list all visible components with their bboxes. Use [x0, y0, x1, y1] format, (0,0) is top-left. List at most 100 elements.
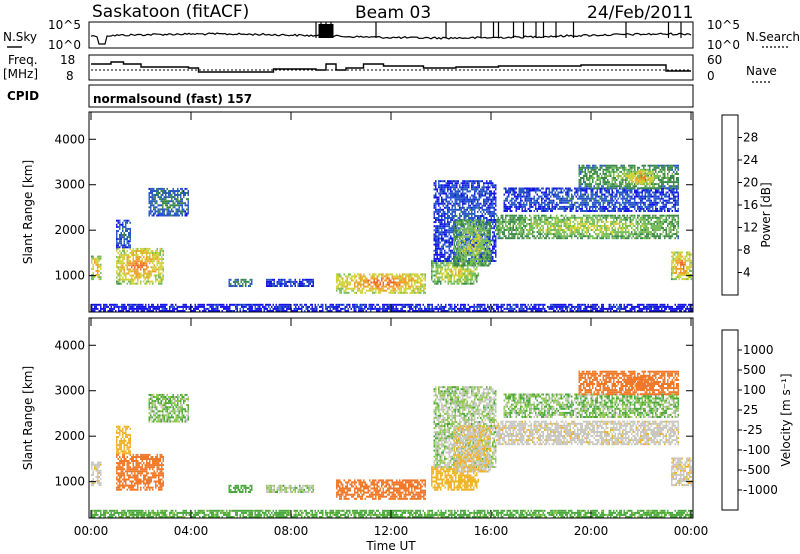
power-cell [149, 280, 151, 283]
power-cell [646, 227, 648, 229]
power-cell [515, 233, 517, 236]
power-cell [477, 202, 479, 205]
power-cell [402, 291, 404, 294]
power-cell [499, 235, 501, 238]
power-cell [586, 203, 588, 206]
power-cell [677, 237, 679, 240]
power-cell [451, 186, 453, 189]
power-cell [529, 189, 531, 192]
power-cell [438, 198, 440, 201]
power-cell [125, 276, 127, 279]
power-cell [518, 227, 520, 229]
power-cell [162, 274, 164, 277]
power-cell [432, 262, 434, 265]
power-cell [581, 201, 583, 204]
power-cell [373, 275, 375, 278]
power-cell [439, 231, 441, 234]
power-cell [482, 221, 484, 224]
power-cell [393, 283, 395, 286]
power-cell [160, 212, 162, 215]
power-cell [586, 233, 588, 236]
power-cell [601, 195, 603, 198]
power-cell [461, 244, 463, 246]
power-cell [533, 231, 535, 234]
power-cell [602, 220, 604, 223]
power-cell [436, 239, 438, 242]
power-cell [464, 272, 466, 275]
power-cell [623, 235, 625, 238]
power-cell [480, 229, 482, 232]
power-cell [460, 200, 462, 203]
power-cell [539, 216, 541, 219]
power-cell [542, 201, 544, 204]
power-cell [474, 241, 476, 244]
power-cell [166, 200, 168, 203]
power-cell [439, 225, 441, 228]
power-cell [493, 219, 495, 221]
power-cell [122, 264, 124, 267]
power-cell [620, 235, 622, 238]
power-cell [156, 274, 158, 277]
power-cell [117, 280, 119, 283]
power-cell [474, 204, 476, 207]
power-cell [488, 262, 490, 265]
power-cell [611, 237, 613, 240]
power-cell [653, 216, 655, 219]
power-cell [653, 237, 655, 240]
power-cell [181, 198, 183, 201]
power-cell [358, 287, 360, 290]
power-cell [536, 207, 538, 210]
power-cell [508, 191, 510, 194]
power-cell [312, 282, 314, 285]
power-cell [361, 287, 363, 290]
power-cell [340, 275, 342, 278]
power-cell [138, 256, 140, 259]
power-cell [595, 191, 597, 194]
power-cell [138, 266, 140, 269]
power-cell [184, 192, 186, 194]
power-cell [464, 240, 466, 242]
power-cell [499, 220, 501, 223]
power-cell [517, 229, 519, 231]
power-cell [187, 204, 189, 207]
power-cell [439, 249, 441, 252]
power-cell [372, 289, 374, 292]
power-cell [488, 221, 490, 224]
power-cell [634, 237, 636, 240]
power-cell [140, 276, 142, 279]
power-cell [141, 247, 143, 250]
power-cell [592, 237, 594, 240]
power-cell [455, 260, 457, 263]
power-cell [527, 187, 529, 190]
power-cell [527, 231, 529, 234]
power-cell [545, 203, 547, 206]
power-cell [638, 235, 640, 238]
power-cell [566, 205, 568, 208]
power-cell [445, 245, 447, 248]
power-cell [646, 233, 648, 236]
power-cell [604, 210, 606, 212]
noise-right-tick-top: 10^5 [707, 18, 740, 32]
power-cell [464, 246, 466, 249]
power-cell [117, 247, 119, 250]
power-cell [158, 274, 160, 277]
power-cell [592, 193, 594, 196]
power-cell [521, 214, 523, 217]
power-cell [447, 245, 449, 248]
power-cell [503, 193, 505, 196]
power-cell [502, 214, 504, 217]
power-cell [486, 248, 488, 251]
power-cell [559, 220, 561, 223]
power-cell [496, 225, 498, 227]
power-cell [465, 221, 467, 224]
power-cell [453, 188, 455, 191]
power-cell [550, 233, 552, 236]
power-cell [128, 246, 130, 249]
power-cell [487, 208, 489, 211]
power-cell [345, 289, 347, 292]
power-cell [608, 237, 610, 240]
power-cell [484, 204, 486, 207]
power-cell [168, 190, 170, 192]
power-cell [523, 231, 525, 234]
power-cell [601, 199, 603, 202]
